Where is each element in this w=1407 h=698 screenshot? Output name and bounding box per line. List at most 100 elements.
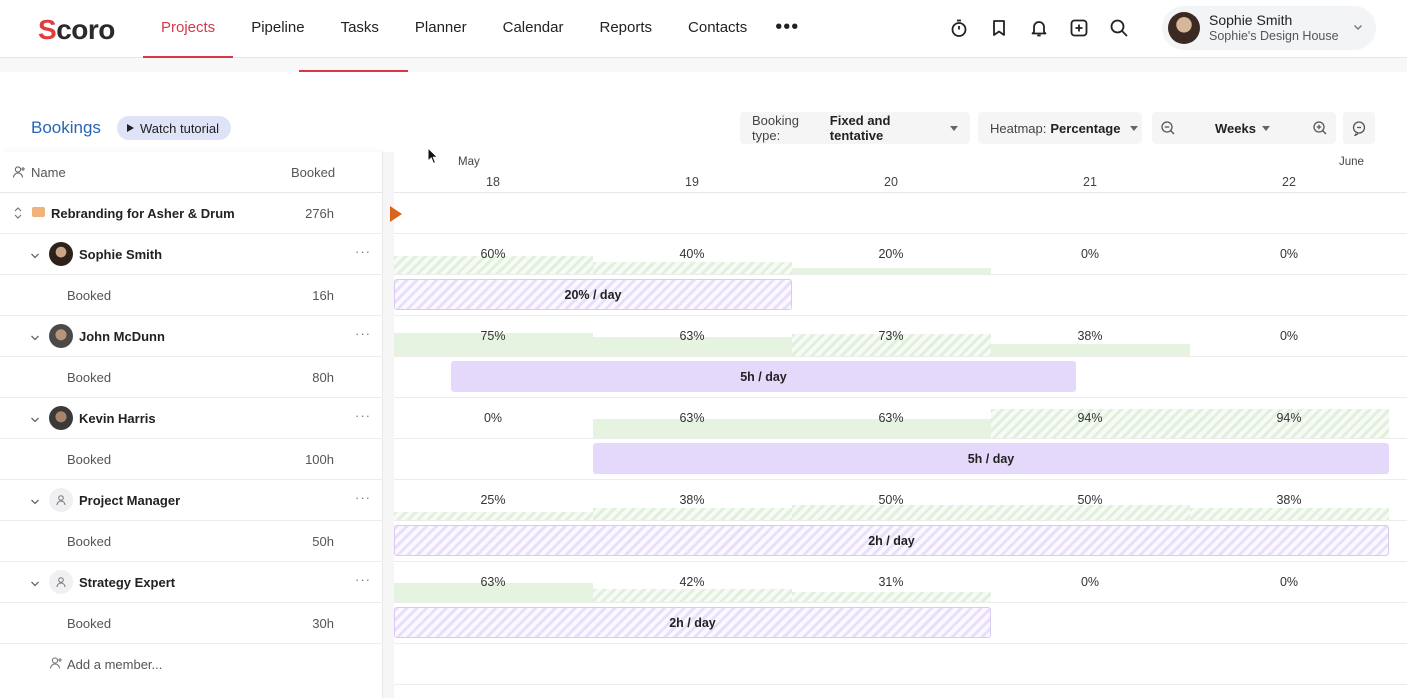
member-row-strategy-expert[interactable]: Strategy Expert ··· — [0, 562, 383, 603]
add-person-icon — [12, 165, 26, 184]
booking-bar[interactable]: 20% / day — [394, 279, 792, 310]
row-menu-button[interactable]: ··· — [355, 326, 371, 341]
utilization-percent: 20% — [878, 247, 904, 261]
bell-icon[interactable] — [1025, 14, 1053, 42]
member-name: Project Manager — [79, 493, 181, 508]
utilization-percent: 0% — [1279, 575, 1299, 589]
timescale-select[interactable]: Weeks — [1215, 121, 1270, 136]
booked-hours: 30h — [312, 616, 334, 631]
heatmap-select[interactable]: Heatmap: Percentage — [978, 112, 1142, 144]
watch-tutorial-label: Watch tutorial — [140, 120, 219, 136]
heatmap-cell — [991, 344, 1190, 356]
heatmap-row: 25% 38% 50% 50% 38% — [394, 480, 1407, 521]
heatmap-row: 0% 63% 63% 94% 94% — [394, 398, 1407, 439]
utilization-percent: 0% — [1080, 247, 1100, 261]
utilization-percent: 0% — [1279, 247, 1299, 261]
booking-type-value: Fixed and tentative — [829, 113, 891, 143]
heatmap-value: Percentage — [1050, 120, 1121, 136]
column-name-header[interactable]: Name — [31, 165, 66, 180]
booked-hours: 80h — [312, 370, 334, 385]
booking-bar[interactable]: 5h / day — [451, 361, 1076, 392]
utilization-percent: 0% — [483, 411, 503, 425]
utilization-percent: 63% — [679, 411, 705, 425]
nav-contacts[interactable]: Contacts — [688, 19, 748, 36]
booking-type-select[interactable]: Booking type: Fixed and tentative — [740, 112, 970, 144]
booking-row: 5h / day — [394, 439, 1407, 480]
user-menu[interactable]: Sophie Smith Sophie's Design House — [1162, 6, 1376, 50]
watch-tutorial-button[interactable]: Watch tutorial — [117, 116, 231, 140]
row-menu-button[interactable]: ··· — [355, 244, 371, 259]
row-menu-button[interactable]: ··· — [355, 408, 371, 423]
user-avatar — [1168, 12, 1200, 44]
booked-hours: 16h — [312, 288, 334, 303]
booking-bar[interactable]: 2h / day — [394, 607, 991, 638]
booked-row: Booked 16h — [0, 275, 383, 316]
caret-down-icon — [1261, 126, 1270, 131]
utilization-percent: 38% — [1276, 493, 1302, 507]
avatar — [49, 406, 73, 430]
add-icon[interactable] — [1065, 14, 1093, 42]
utilization-percent: 63% — [480, 575, 506, 589]
booked-label: Booked — [67, 452, 112, 467]
heatmap-row: 60% 40% 20% 0% 0% — [394, 234, 1407, 275]
chevron-down-icon[interactable] — [30, 249, 40, 264]
nav-calendar[interactable]: Calendar — [502, 19, 564, 36]
utilization-percent: 0% — [1279, 329, 1299, 343]
member-row-john-mcdunn[interactable]: John McDunn ··· — [0, 316, 383, 357]
scoro-logo[interactable]: Scoro — [38, 14, 115, 45]
chevron-down-icon[interactable] — [30, 331, 40, 346]
zoom-in-icon[interactable] — [1312, 120, 1328, 141]
nav-reports[interactable]: Reports — [599, 19, 653, 36]
member-row-project-manager[interactable]: Project Manager ··· — [0, 480, 383, 521]
week-label: 20 — [884, 175, 898, 189]
booked-row: Booked 100h — [0, 439, 383, 480]
project-row[interactable]: Rebranding for Asher & Drum 276h — [0, 193, 383, 234]
nav-pipeline[interactable]: Pipeline — [251, 19, 305, 36]
heatmap-cell — [593, 589, 792, 602]
timer-icon[interactable] — [945, 14, 973, 42]
chevron-down-icon[interactable] — [30, 413, 40, 428]
utilization-percent: 40% — [679, 247, 705, 261]
nav-planner[interactable]: Planner — [414, 19, 467, 36]
member-row-sophie-smith[interactable]: Sophie Smith ··· — [0, 234, 383, 275]
person-icon — [49, 488, 73, 512]
chevron-down-icon[interactable] — [30, 495, 40, 510]
avatar — [49, 324, 73, 348]
column-booked-header[interactable]: Booked — [291, 165, 336, 180]
booking-bar[interactable]: 5h / day — [593, 443, 1389, 474]
row-menu-button[interactable]: ··· — [355, 572, 371, 587]
panel-divider[interactable] — [383, 152, 394, 698]
heatmap-cell — [394, 512, 593, 520]
row-menu-button[interactable]: ··· — [355, 490, 371, 505]
booked-label: Booked — [67, 616, 112, 631]
timescale-control: Weeks — [1152, 112, 1336, 144]
add-member-button[interactable]: Add a member... — [49, 656, 162, 673]
booked-label: Booked — [67, 534, 112, 549]
comments-button[interactable] — [1343, 112, 1375, 144]
booking-bar[interactable]: 2h / day — [394, 525, 1389, 556]
nav-projects[interactable]: Projects — [143, 0, 234, 58]
nav-tasks[interactable]: Tasks — [340, 19, 379, 36]
zoom-out-icon[interactable] — [1160, 120, 1176, 141]
utilization-percent: 60% — [480, 247, 506, 261]
utilization-percent: 31% — [878, 575, 904, 589]
booking-row: 2h / day — [394, 521, 1407, 562]
utilization-percent: 38% — [679, 493, 705, 507]
booked-hours: 50h — [312, 534, 334, 549]
project-booked: 276h — [305, 206, 334, 221]
utilization-percent: 63% — [878, 411, 904, 425]
user-company: Sophie's Design House — [1209, 29, 1339, 43]
heatmap-row: 63% 42% 31% 0% 0% — [394, 562, 1407, 603]
search-icon[interactable] — [1105, 14, 1133, 42]
bookmark-icon[interactable] — [985, 14, 1013, 42]
heatmap-cell — [593, 262, 792, 274]
booked-row: Booked 30h — [0, 603, 383, 644]
booked-hours: 100h — [305, 452, 334, 467]
heatmap-cell — [792, 334, 991, 356]
expand-collapse-icon[interactable] — [12, 206, 24, 223]
heatmap-cell — [593, 337, 792, 356]
month-label: June — [1339, 156, 1364, 168]
chevron-down-icon[interactable] — [30, 577, 40, 592]
member-row-kevin-harris[interactable]: Kevin Harris ··· — [0, 398, 383, 439]
nav-more-button[interactable]: ••• — [775, 16, 800, 38]
